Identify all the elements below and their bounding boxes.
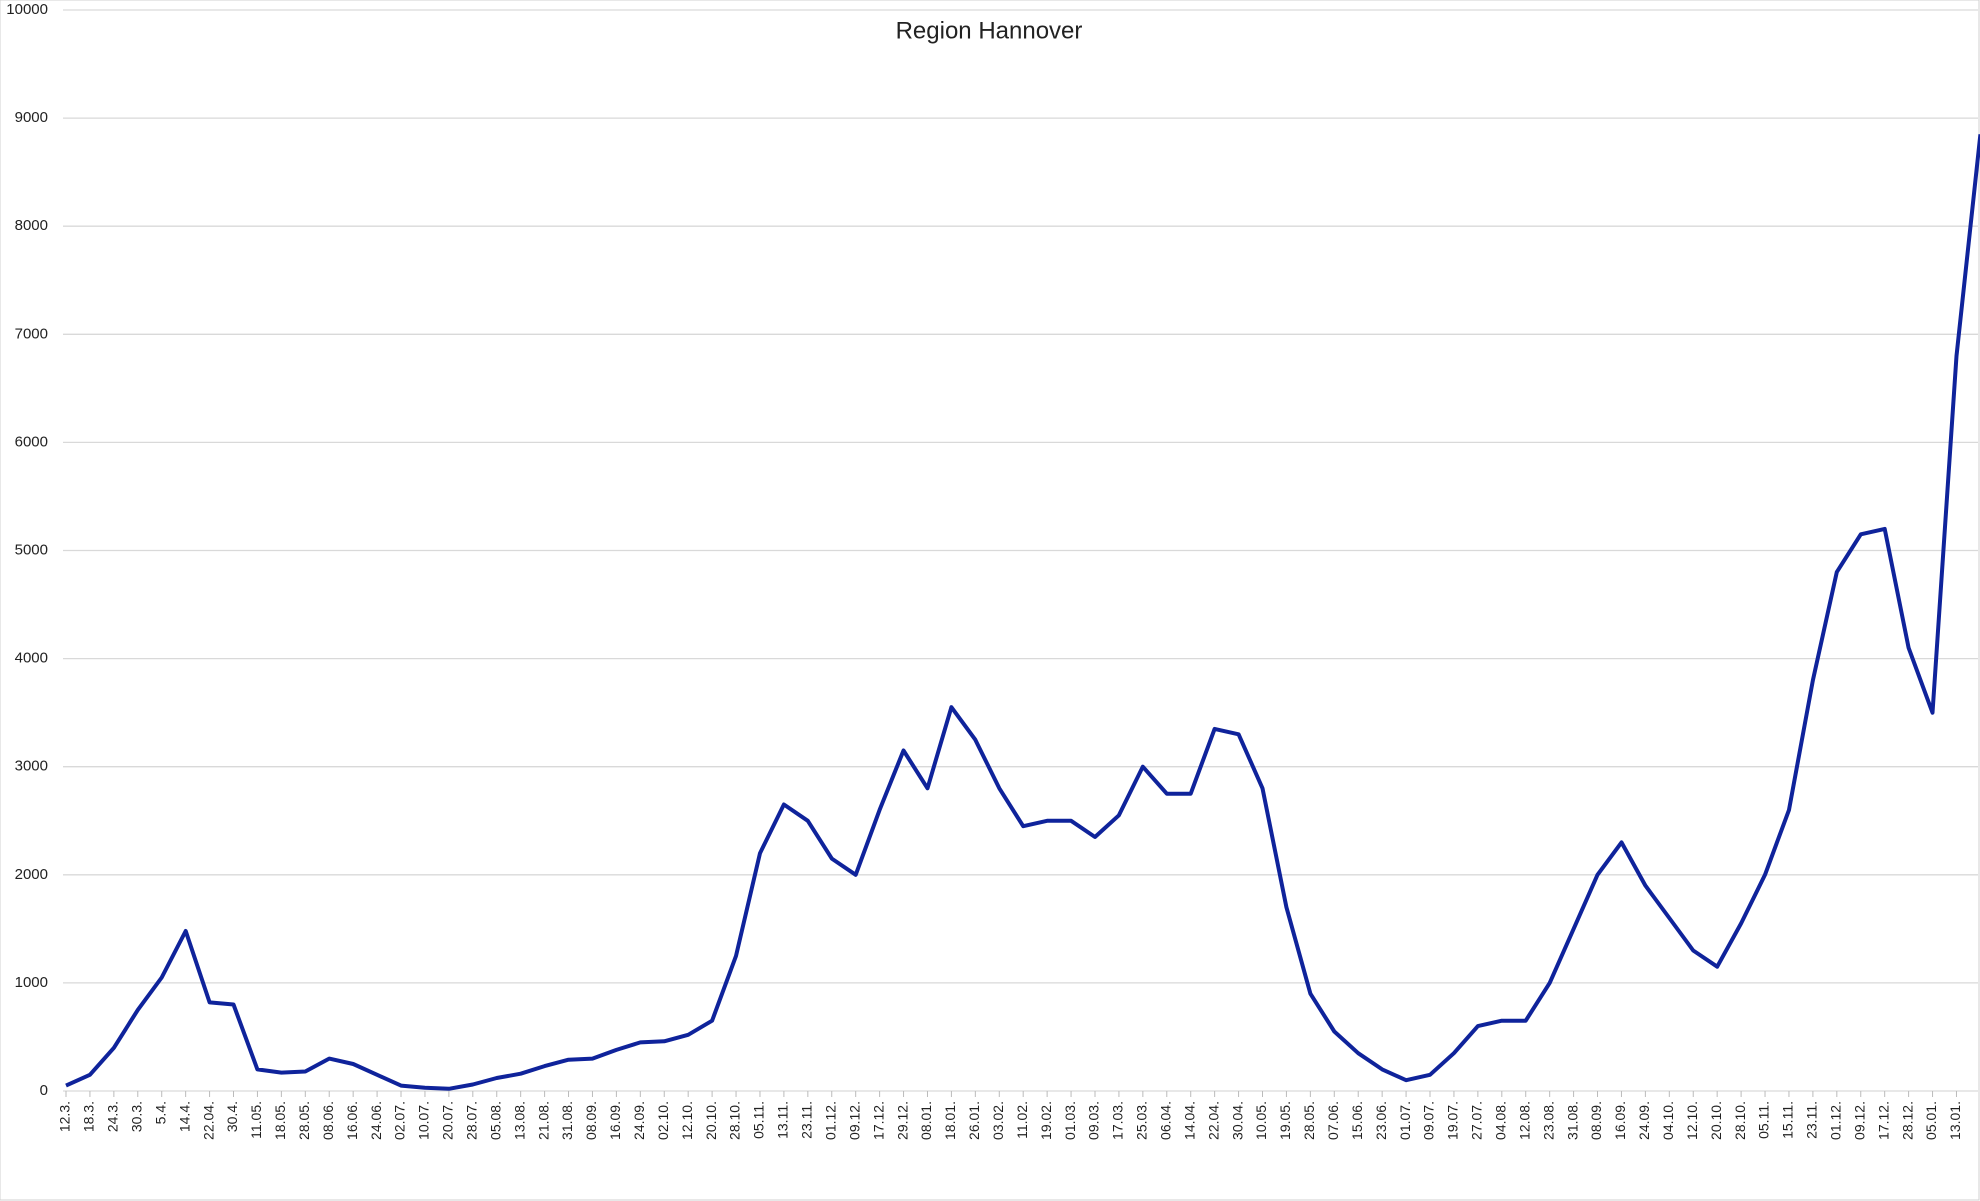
x-tick-label: 18.3. bbox=[81, 1101, 97, 1132]
x-tick-label: 12.3. bbox=[57, 1101, 73, 1132]
x-tick-label: 11.02. bbox=[1014, 1101, 1030, 1139]
x-tick-label: 23.08. bbox=[1540, 1101, 1556, 1140]
x-tick-label: 24.3. bbox=[105, 1101, 121, 1132]
y-tick-label: 6000 bbox=[15, 433, 48, 450]
x-tick-label: 26.01. bbox=[966, 1101, 982, 1140]
x-tick-label: 09.12. bbox=[1851, 1101, 1867, 1140]
x-tick-label: 14.04. bbox=[1181, 1101, 1197, 1140]
x-tick-label: 22.04. bbox=[200, 1101, 216, 1140]
x-tick-label: 23.06. bbox=[1373, 1101, 1389, 1140]
x-tick-label: 12.08. bbox=[1516, 1101, 1532, 1140]
y-tick-label: 4000 bbox=[15, 650, 48, 667]
x-tick-label: 08.01. bbox=[918, 1101, 934, 1140]
x-tick-label: 31.08. bbox=[1564, 1101, 1580, 1140]
x-tick-label: 10.05. bbox=[1253, 1101, 1269, 1140]
chart-title: Region Hannover bbox=[896, 17, 1083, 44]
x-tick-label: 01.12. bbox=[1828, 1101, 1844, 1140]
x-tick-label: 02.10. bbox=[655, 1101, 671, 1140]
x-tick-label: 13.01. bbox=[1947, 1101, 1963, 1140]
x-tick-label: 05.11. bbox=[751, 1101, 767, 1139]
x-tick-label: 05.01. bbox=[1923, 1101, 1939, 1140]
x-tick-label: 11.05. bbox=[248, 1101, 264, 1139]
x-tick-label: 20.10. bbox=[1708, 1101, 1724, 1140]
x-tick-label: 13.08. bbox=[511, 1101, 527, 1140]
x-tick-label: 31.08. bbox=[559, 1101, 575, 1140]
x-tick-label: 02.07. bbox=[392, 1101, 408, 1140]
x-tick-label: 18.01. bbox=[942, 1101, 958, 1140]
x-tick-label: 21.08. bbox=[535, 1101, 551, 1140]
x-tick-label: 22.04. bbox=[1205, 1101, 1221, 1140]
x-tick-label: 06.04. bbox=[1157, 1101, 1173, 1140]
x-tick-label: 28.05. bbox=[1301, 1101, 1317, 1140]
x-tick-label: 28.12. bbox=[1899, 1101, 1915, 1140]
x-tick-label: 24.09. bbox=[1636, 1101, 1652, 1140]
x-tick-label: 19.05. bbox=[1277, 1101, 1293, 1140]
x-tick-label: 17.03. bbox=[1110, 1101, 1126, 1140]
x-tick-label: 08.06. bbox=[320, 1101, 336, 1140]
x-tick-label: 20.10. bbox=[703, 1101, 719, 1140]
y-tick-label: 1000 bbox=[15, 974, 48, 991]
x-tick-label: 03.02. bbox=[990, 1101, 1006, 1140]
x-tick-label: 12.10. bbox=[679, 1101, 695, 1140]
x-tick-label: 09.12. bbox=[846, 1101, 862, 1140]
x-tick-label: 13.11. bbox=[775, 1101, 791, 1139]
x-tick-label: 19.07. bbox=[1445, 1101, 1461, 1140]
x-tick-label: 15.11. bbox=[1780, 1101, 1796, 1139]
x-tick-label: 23.11. bbox=[799, 1101, 815, 1139]
x-tick-label: 29.12. bbox=[894, 1101, 910, 1140]
x-tick-label: 07.06. bbox=[1325, 1101, 1341, 1140]
x-tick-label: 24.09. bbox=[631, 1101, 647, 1140]
x-tick-label: 10.07. bbox=[416, 1101, 432, 1140]
x-tick-label: 05.11. bbox=[1756, 1101, 1772, 1139]
x-tick-label: 01.07. bbox=[1397, 1101, 1413, 1140]
x-tick-label: 30.04. bbox=[1229, 1101, 1245, 1140]
x-tick-label: 12.10. bbox=[1684, 1101, 1700, 1140]
x-tick-label: 28.10. bbox=[1732, 1101, 1748, 1140]
x-tick-label: 23.11. bbox=[1804, 1101, 1820, 1139]
x-tick-label: 16.06. bbox=[344, 1101, 360, 1140]
x-tick-label: 16.09. bbox=[607, 1101, 623, 1140]
x-tick-label: 15.06. bbox=[1349, 1101, 1365, 1140]
x-tick-label: 08.09. bbox=[1588, 1101, 1604, 1140]
x-tick-label: 27.07. bbox=[1469, 1101, 1485, 1140]
y-tick-label: 5000 bbox=[15, 541, 48, 558]
x-tick-label: 08.09. bbox=[583, 1101, 599, 1140]
y-tick-label: 7000 bbox=[15, 325, 48, 342]
x-tick-label: 24.06. bbox=[368, 1101, 384, 1140]
y-tick-label: 0 bbox=[40, 1082, 48, 1099]
x-tick-label: 28.10. bbox=[727, 1101, 743, 1140]
x-tick-label: 16.09. bbox=[1612, 1101, 1628, 1140]
x-tick-label: 01.03. bbox=[1062, 1101, 1078, 1140]
x-tick-label: 17.12. bbox=[870, 1101, 886, 1140]
x-tick-label: 04.08. bbox=[1493, 1101, 1509, 1140]
y-tick-label: 8000 bbox=[15, 217, 48, 234]
x-tick-label: 28.05. bbox=[296, 1101, 312, 1140]
y-tick-label: 10000 bbox=[6, 1, 48, 18]
y-tick-label: 9000 bbox=[15, 109, 48, 126]
x-tick-label: 25.03. bbox=[1134, 1101, 1150, 1140]
x-tick-label: 28.07. bbox=[464, 1101, 480, 1140]
x-tick-label: 01.12. bbox=[822, 1101, 838, 1140]
x-tick-label: 20.07. bbox=[440, 1101, 456, 1140]
x-tick-label: 5.4. bbox=[152, 1101, 168, 1124]
y-tick-label: 3000 bbox=[15, 758, 48, 775]
y-tick-label: 2000 bbox=[15, 866, 48, 883]
x-tick-label: 09.03. bbox=[1086, 1101, 1102, 1140]
x-tick-label: 09.07. bbox=[1421, 1101, 1437, 1140]
x-tick-label: 14.4. bbox=[176, 1101, 192, 1132]
x-tick-label: 04.10. bbox=[1660, 1101, 1676, 1140]
x-tick-label: 05.08. bbox=[487, 1101, 503, 1140]
x-tick-label: 30.4. bbox=[224, 1101, 240, 1132]
line-series bbox=[65, 134, 1980, 1091]
x-tick-label: 17.12. bbox=[1875, 1101, 1891, 1140]
x-tick-label: 30.3. bbox=[128, 1101, 144, 1132]
x-tick-label: 18.05. bbox=[272, 1101, 288, 1140]
x-tick-label: 19.02. bbox=[1038, 1101, 1054, 1140]
